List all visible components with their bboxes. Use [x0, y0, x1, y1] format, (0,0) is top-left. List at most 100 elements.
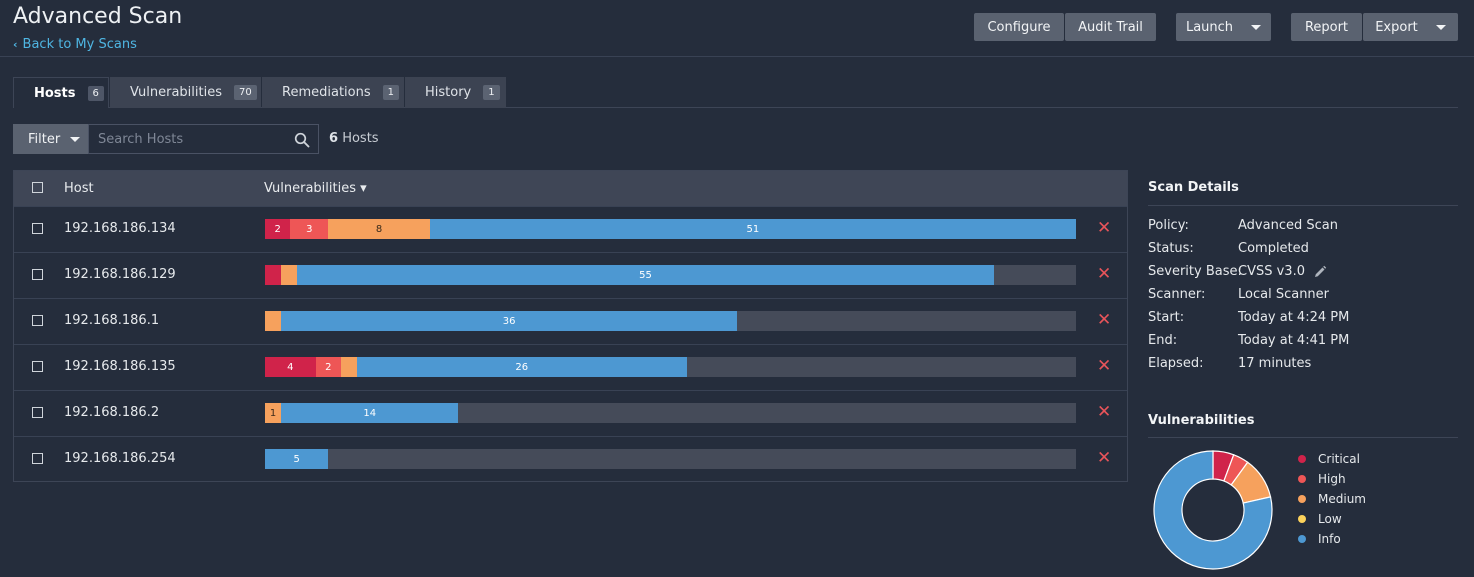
bar-segment-medium[interactable] — [265, 311, 281, 331]
table-row[interactable]: 192.168.186.1 36 ✕ — [14, 298, 1127, 344]
host-count: 6 Hosts — [329, 131, 379, 146]
tab-vulnerabilities[interactable]: Vulnerabilities 70 — [110, 77, 261, 108]
legend-item-high[interactable]: High — [1298, 472, 1346, 486]
vulnerability-bar: 5 — [265, 449, 1076, 469]
donut-slice-info[interactable] — [1153, 450, 1273, 570]
bar-segment-info[interactable]: 51 — [429, 219, 1076, 239]
tab-label: History — [425, 85, 472, 100]
back-to-scans-link[interactable]: ‹ Back to My Scans — [13, 37, 137, 52]
vulnerability-bar: 1 14 — [265, 403, 1076, 423]
detail-value: 17 minutes — [1238, 356, 1312, 371]
close-icon[interactable]: ✕ — [1097, 218, 1112, 238]
host-ip[interactable]: 192.168.186.254 — [64, 451, 176, 466]
vulnerability-bar: 36 — [265, 311, 1076, 331]
launch-label: Launch — [1185, 19, 1234, 35]
export-button[interactable]: Export — [1363, 13, 1458, 41]
detail-label: End: — [1148, 333, 1178, 348]
tab-label: Hosts — [34, 85, 76, 101]
configure-label: Configure — [987, 19, 1051, 35]
close-icon[interactable]: ✕ — [1097, 264, 1112, 284]
bar-segment-critical[interactable]: 2 — [265, 219, 291, 239]
table-row[interactable]: 192.168.186.254 5 ✕ — [14, 436, 1127, 482]
legend-item-critical[interactable]: Critical — [1298, 452, 1360, 466]
tabs-divider — [13, 107, 1458, 108]
table-row[interactable]: 192.168.186.134 2 3 8 51 ✕ — [14, 206, 1127, 252]
bar-segment-high[interactable]: 2 — [315, 357, 342, 377]
bar-segment-medium[interactable] — [281, 265, 297, 285]
close-icon[interactable]: ✕ — [1097, 356, 1112, 376]
column-header-host[interactable]: Host — [64, 181, 94, 196]
export-label: Export — [1375, 19, 1418, 35]
detail-label: Elapsed: — [1148, 356, 1204, 371]
host-ip[interactable]: 192.168.186.134 — [64, 221, 176, 236]
select-all-checkbox[interactable] — [32, 182, 43, 193]
legend-label: High — [1318, 472, 1346, 486]
header-divider — [0, 56, 1474, 57]
tab-hosts[interactable]: Hosts 6 — [13, 77, 109, 108]
report-button[interactable]: Report — [1291, 13, 1362, 41]
configure-button[interactable]: Configure — [974, 13, 1064, 41]
close-icon[interactable]: ✕ — [1097, 310, 1112, 330]
audit-trail-label: Audit Trail — [1078, 19, 1143, 35]
audit-trail-button[interactable]: Audit Trail — [1065, 13, 1156, 41]
legend-label: Medium — [1318, 492, 1366, 506]
table-row[interactable]: 192.168.186.2 1 14 ✕ — [14, 390, 1127, 436]
bar-segment-info[interactable]: 26 — [357, 357, 687, 377]
filter-button[interactable]: Filter — [13, 124, 88, 154]
launch-button[interactable]: Launch — [1176, 13, 1271, 41]
close-icon[interactable]: ✕ — [1097, 448, 1112, 468]
close-icon[interactable]: ✕ — [1097, 402, 1112, 422]
table-header: Host Vulnerabilities ▾ — [14, 171, 1127, 206]
bar-segment-info[interactable]: 5 — [265, 449, 329, 469]
vulnerability-bar: 4 2 26 — [265, 357, 1076, 377]
vulnerabilities-donut-chart — [1153, 450, 1273, 570]
bar-segment-info[interactable]: 14 — [281, 403, 459, 423]
search-input[interactable] — [89, 125, 318, 153]
row-checkbox[interactable] — [32, 453, 43, 464]
host-ip[interactable]: 192.168.186.135 — [64, 359, 176, 374]
legend-label: Info — [1318, 532, 1341, 546]
detail-label: Scanner: — [1148, 287, 1206, 302]
vuln-chart-divider — [1148, 437, 1458, 438]
tab-label: Remediations — [282, 85, 371, 100]
scan-details-title: Scan Details — [1148, 180, 1239, 195]
detail-label: Status: — [1148, 241, 1194, 256]
bar-segment-critical[interactable] — [265, 265, 281, 285]
table-row[interactable]: 192.168.186.129 55 ✕ — [14, 252, 1127, 298]
detail-value: Advanced Scan — [1238, 218, 1338, 233]
filter-label: Filter — [28, 131, 61, 147]
tab-history[interactable]: History 1 — [405, 77, 506, 108]
bar-segment-medium[interactable] — [341, 357, 358, 377]
legend-item-medium[interactable]: Medium — [1298, 492, 1366, 506]
host-ip[interactable]: 192.168.186.129 — [64, 267, 176, 282]
search-icon[interactable] — [294, 132, 310, 148]
tab-remediations[interactable]: Remediations 1 — [262, 77, 404, 108]
caret-down-icon — [70, 136, 81, 142]
row-checkbox[interactable] — [32, 223, 43, 234]
hosts-table: Host Vulnerabilities ▾ 192.168.186.134 2 3… — [13, 170, 1128, 482]
bar-segment-medium[interactable]: 8 — [328, 219, 430, 239]
row-checkbox[interactable] — [32, 361, 43, 372]
bar-segment-critical[interactable]: 4 — [265, 357, 316, 377]
tab-count-badge: 1 — [483, 85, 500, 100]
scan-details-divider — [1148, 205, 1458, 206]
column-header-vulnerabilities[interactable]: Vulnerabilities ▾ — [264, 181, 367, 196]
vulnerability-bar: 55 — [265, 265, 1076, 285]
host-ip[interactable]: 192.168.186.1 — [64, 313, 160, 328]
bar-segment-medium[interactable]: 1 — [265, 403, 281, 423]
bar-segment-high[interactable]: 3 — [290, 219, 329, 239]
legend-item-info[interactable]: Info — [1298, 532, 1341, 546]
legend-dot-icon — [1298, 535, 1306, 543]
legend-item-low[interactable]: Low — [1298, 512, 1342, 526]
host-ip[interactable]: 192.168.186.2 — [64, 405, 160, 420]
vuln-chart-title: Vulnerabilities — [1148, 413, 1255, 428]
pencil-icon[interactable] — [1313, 265, 1327, 279]
bar-segment-info[interactable]: 55 — [297, 265, 994, 285]
legend-label: Critical — [1318, 452, 1360, 466]
row-checkbox[interactable] — [32, 315, 43, 326]
caret-down-icon — [1435, 24, 1446, 30]
table-row[interactable]: 192.168.186.135 4 2 26 ✕ — [14, 344, 1127, 390]
bar-segment-info[interactable]: 36 — [281, 311, 738, 331]
row-checkbox[interactable] — [32, 269, 43, 280]
row-checkbox[interactable] — [32, 407, 43, 418]
